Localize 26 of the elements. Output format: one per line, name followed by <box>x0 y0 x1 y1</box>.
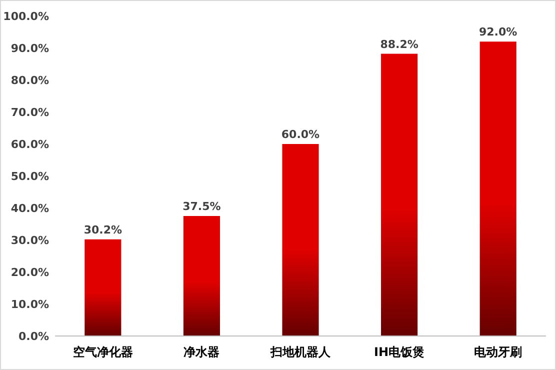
data-label: 37.5% <box>182 200 221 213</box>
x-tick-label: IH电饭煲 <box>374 345 425 359</box>
data-label: 60.0% <box>281 128 320 141</box>
y-tick-label: 10.0% <box>10 298 49 311</box>
y-tick-label: 50.0% <box>10 170 49 183</box>
y-tick-label: 100.0% <box>3 10 49 23</box>
y-tick-label: 70.0% <box>10 106 49 119</box>
y-tick-label: 0.0% <box>18 330 49 343</box>
y-tick-label: 60.0% <box>10 138 49 151</box>
data-label: 92.0% <box>479 26 518 39</box>
x-tick-label: 扫地机器人 <box>270 345 332 359</box>
x-tick-label: 空气净化器 <box>72 345 133 359</box>
bar <box>381 54 418 336</box>
data-label: 30.2% <box>84 223 122 236</box>
data-label: 88.2% <box>380 38 418 51</box>
x-tick-label: 净水器 <box>184 345 220 359</box>
y-tick-label: 40.0% <box>10 202 49 215</box>
y-tick-label: 20.0% <box>10 266 49 279</box>
bar <box>84 239 122 336</box>
x-tick-label: 电动牙刷 <box>474 345 522 359</box>
y-tick-label: 90.0% <box>10 42 49 55</box>
y-tick-label: 80.0% <box>10 74 49 87</box>
bar <box>282 144 319 336</box>
y-tick-label: 30.0% <box>10 234 49 247</box>
bar <box>183 216 220 336</box>
bar <box>480 42 516 336</box>
